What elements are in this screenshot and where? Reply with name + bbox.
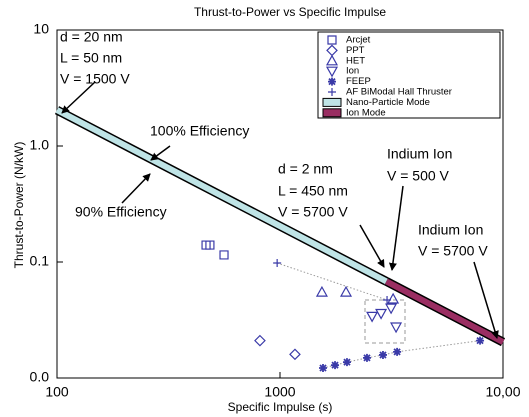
legend-label: AF BiModal Hall Thruster	[346, 87, 452, 98]
arrow	[150, 145, 171, 161]
annotation: V = 5700 V	[278, 204, 348, 220]
y-tick-label: 10	[33, 21, 49, 37]
legend-box	[317, 31, 501, 119]
ion-group-box	[364, 299, 406, 344]
marker-triangle-down	[385, 303, 398, 315]
y-tick-label: 1.0	[30, 137, 50, 153]
marker-star	[319, 363, 328, 372]
marker-triangle-down	[375, 308, 388, 320]
marker-triangle-up	[387, 292, 400, 304]
annotation: V = 5700 V	[418, 243, 488, 259]
marker-star	[393, 347, 402, 356]
annotation: V = 500 V	[387, 168, 450, 184]
marker-star	[362, 353, 371, 362]
marker-triangle-down	[366, 311, 379, 323]
arrow	[388, 185, 404, 271]
legend-label: Arcjet	[346, 35, 371, 46]
marker-plus	[273, 259, 282, 268]
arrow	[473, 261, 499, 339]
y-tick-label: 0.0	[30, 369, 50, 385]
annotation: d = 20 nm	[60, 29, 123, 45]
annotation: L = 50 nm	[60, 50, 122, 66]
marker-square	[219, 250, 229, 260]
annotation: V = 1500 V	[60, 71, 130, 87]
arrow	[121, 173, 151, 204]
x-axis-label: Specific Impulse (s)	[228, 400, 333, 414]
marker-star	[331, 361, 340, 370]
marker-star	[378, 350, 387, 359]
marker-star	[342, 358, 351, 367]
marker-square	[327, 35, 337, 45]
marker-triangle-up	[315, 285, 328, 297]
marker-plus	[383, 296, 392, 305]
marks	[54, 106, 506, 372]
annotation: Indium Ion	[387, 146, 452, 162]
annotation: L = 450 nm	[278, 183, 348, 199]
legend-swatch	[322, 108, 342, 118]
annotation: 100% Efficiency	[150, 123, 249, 139]
x-tick-label: 10,00	[485, 384, 520, 400]
marker-diamond	[254, 334, 266, 347]
annotation: 90% Efficiency	[75, 204, 167, 220]
marker-square	[205, 240, 215, 250]
marker-star	[476, 336, 485, 345]
marker-triangle-up	[325, 54, 339, 66]
legend-label: FEEP	[346, 76, 371, 87]
legend-label: Ion Mode	[346, 107, 386, 118]
y-axis-label: Thrust-to-Power (N/kW)	[12, 142, 26, 269]
marker-star	[328, 77, 336, 86]
legend-label: Ion	[346, 66, 359, 77]
chart-title: Thrust-to-Power vs Specific Impulse	[194, 5, 386, 19]
y-tick-label: 0.1	[30, 253, 50, 269]
annotation: Indium Ion	[418, 222, 483, 238]
marker-plus	[328, 88, 336, 96]
marker-triangle-down	[390, 322, 403, 334]
annotation: d = 2 nm	[278, 161, 333, 177]
marker-triangle-up	[339, 285, 353, 297]
band	[55, 107, 388, 285]
band	[385, 278, 505, 345]
marker-diamond	[289, 348, 301, 361]
annotation-arrows	[61, 81, 499, 339]
arrow	[359, 224, 385, 268]
x-tick-label: 1000	[264, 384, 295, 400]
legend-label: Nano-Particle Mode	[346, 97, 430, 108]
legend-label: HET	[346, 55, 365, 66]
marker-triangle-down	[325, 66, 339, 78]
arrow	[61, 81, 96, 114]
legend-label: PPT	[346, 45, 365, 56]
x-tick-label: 100	[45, 384, 69, 400]
legend-swatch	[322, 97, 342, 107]
